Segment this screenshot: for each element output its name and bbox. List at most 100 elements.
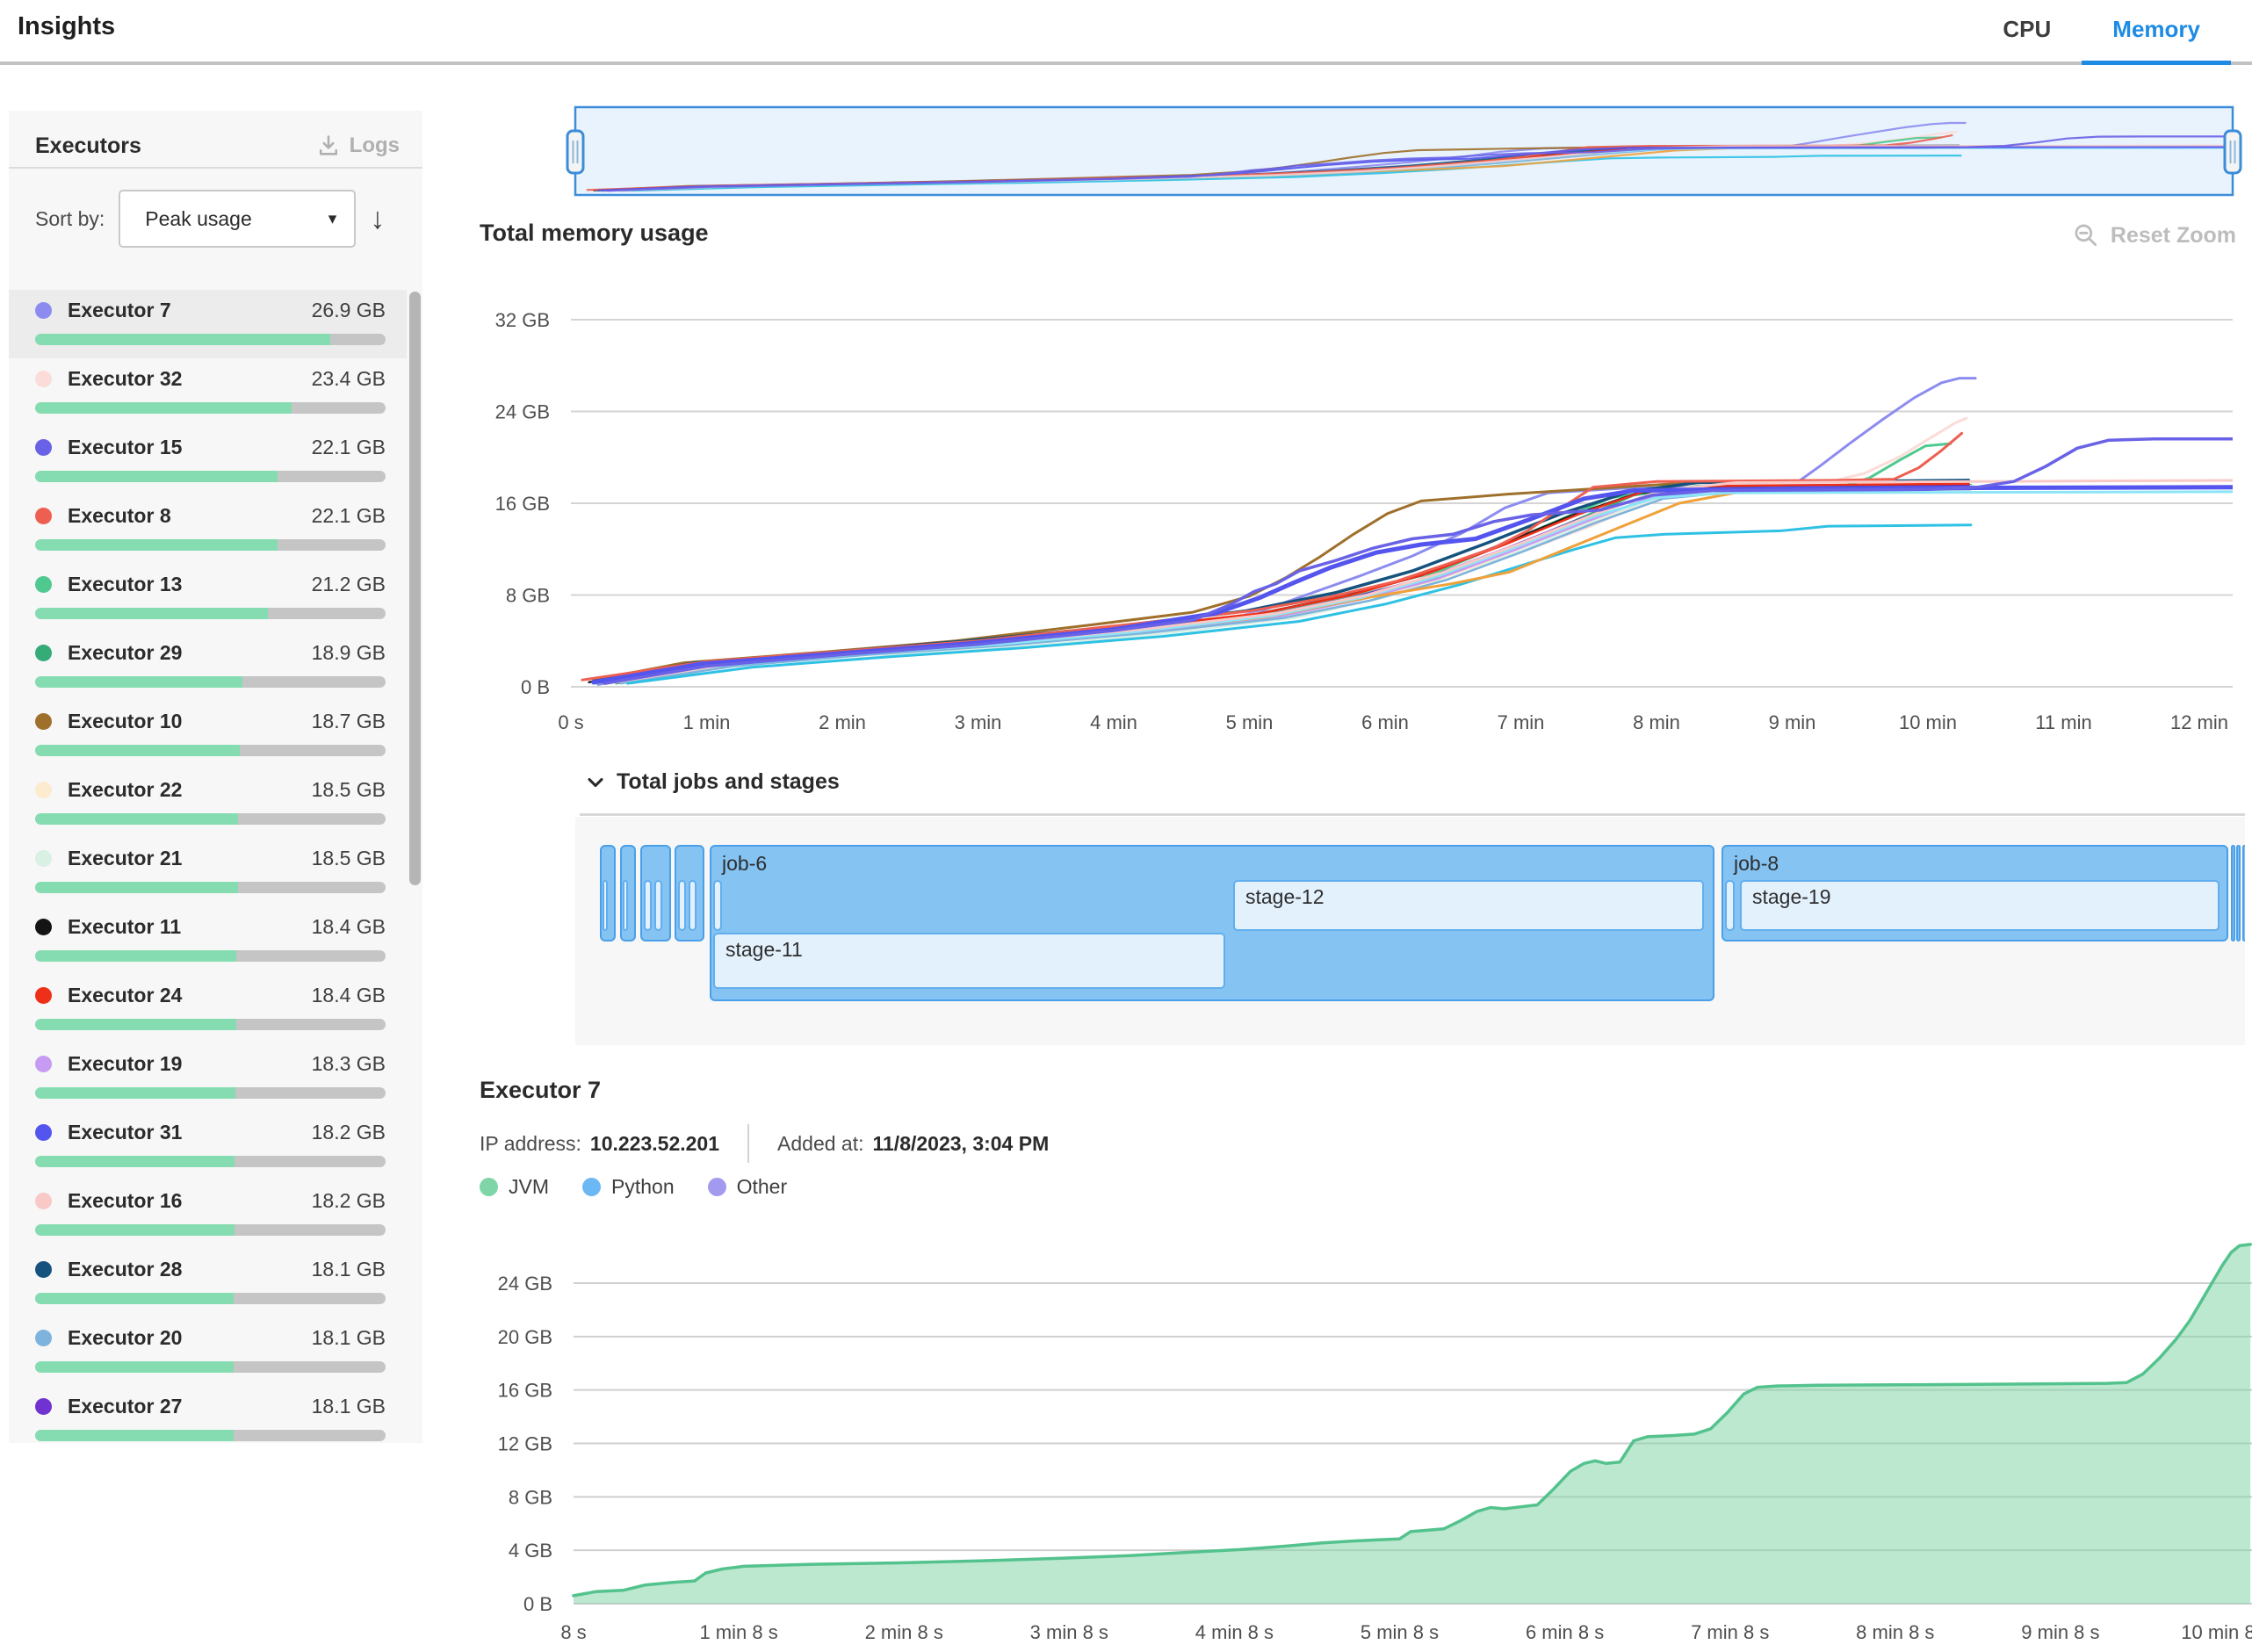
svg-text:16 GB: 16 GB: [495, 493, 550, 515]
executor-name: Executor 28: [68, 1257, 183, 1280]
jobs-divider: [580, 813, 2245, 816]
executor-list-item[interactable]: Executor 31 18.2 GB: [9, 1112, 407, 1180]
executor-peak-value: 18.1 GB: [311, 1257, 386, 1280]
executor-list-item[interactable]: Executor 22 18.5 GB: [9, 769, 407, 838]
executor-list-item[interactable]: Executor 8 22.1 GB: [9, 495, 407, 564]
executor-usage-bar-fill: [35, 471, 278, 482]
brush-handle-left[interactable]: [566, 129, 585, 175]
executor-usage-bar-fill: [35, 608, 268, 619]
executor-name: Executor 11: [68, 914, 182, 938]
svg-text:0 B: 0 B: [521, 676, 550, 698]
ip-address-label: IP address:: [480, 1131, 581, 1155]
stage-block[interactable]: [1725, 880, 1735, 931]
executor-usage-bar-fill: [35, 1361, 234, 1373]
executor-list-item[interactable]: Executor 32 23.4 GB: [9, 358, 407, 427]
executor-peak-value: 23.4 GB: [311, 366, 386, 390]
svg-text:24 GB: 24 GB: [498, 1273, 552, 1295]
executor-list-item[interactable]: Executor 16 18.2 GB: [9, 1180, 407, 1249]
executor-usage-bar: [35, 813, 386, 825]
executor-list-item[interactable]: Executor 19 18.3 GB: [9, 1043, 407, 1112]
executor-usage-bar: [35, 1156, 386, 1167]
executor-usage-bar: [35, 608, 386, 619]
executor-usage-bar-fill: [35, 1224, 235, 1236]
stage-block[interactable]: [654, 880, 662, 931]
executor-name: Executor 10: [68, 709, 183, 732]
executor-list-item[interactable]: Executor 28 18.1 GB: [9, 1249, 407, 1317]
executor-detail-title: Executor 7: [480, 1077, 602, 1103]
executor-list-item[interactable]: Executor 29 18.9 GB: [9, 632, 407, 701]
sort-dropdown[interactable]: Peak usage ▾: [119, 190, 357, 248]
executor-list-item[interactable]: Executor 24 18.4 GB: [9, 975, 407, 1043]
executors-panel-header: Executors Logs: [9, 111, 422, 167]
brush-handle-right[interactable]: [2223, 129, 2242, 175]
executor-usage-bar: [35, 745, 386, 756]
executor-color-dot: [35, 370, 52, 387]
executor-list-item[interactable]: Executor 21 18.5 GB: [9, 838, 407, 906]
executor-peak-value: 18.1 GB: [311, 1325, 386, 1349]
executor-list-item[interactable]: Executor 11 18.4 GB: [9, 906, 407, 975]
stage-block[interactable]: [713, 880, 722, 931]
executor-peak-value: 18.2 GB: [311, 1120, 386, 1143]
jobs-section-toggle[interactable]: Total jobs and stages: [583, 769, 840, 795]
executor-peak-value: 26.9 GB: [311, 298, 386, 321]
executor-usage-bar: [35, 1019, 386, 1030]
stage-block[interactable]: [678, 880, 686, 931]
executor-usage-bar: [35, 1087, 386, 1099]
stage-block-stage-12[interactable]: stage-12: [1233, 880, 1704, 931]
executor-color-dot: [35, 507, 52, 524]
stage-block[interactable]: [689, 880, 697, 931]
executor-name: Executor 20: [68, 1325, 183, 1349]
job-block[interactable]: [2236, 845, 2241, 941]
executor-memory-area-chart[interactable]: 0 B 4 GB 8 GB 12 GB 16 GB 20 GB 24 GB 8 s 1 min …: [479, 1230, 2252, 1648]
executor-usage-bar-fill: [35, 402, 292, 414]
svg-text:8 GB: 8 GB: [506, 585, 550, 607]
sidebar-divider: [9, 167, 422, 169]
stage-block[interactable]: [623, 880, 628, 931]
sort-direction-button[interactable]: ↓: [370, 202, 386, 235]
stage-block-stage-11[interactable]: stage-11: [713, 933, 1225, 989]
executor-color-dot: [35, 1123, 52, 1141]
executor-color-dot: [35, 438, 52, 456]
stage-block-stage-19[interactable]: stage-19: [1740, 880, 2220, 931]
executor-list-item[interactable]: Executor 20 18.1 GB: [9, 1317, 407, 1386]
active-tab-underline: [2082, 61, 2231, 65]
sort-row: Sort by: Peak usage ▾ ↓: [35, 188, 405, 249]
header-divider: [0, 61, 2252, 65]
executor-list-item[interactable]: Executor 27 18.1 GB: [9, 1386, 407, 1443]
scrollbar-thumb[interactable]: [409, 292, 421, 885]
executor-peak-value: 18.7 GB: [311, 709, 386, 732]
svg-text:4 min: 4 min: [1090, 711, 1137, 733]
logs-button[interactable]: Logs: [316, 133, 400, 158]
job-block[interactable]: [2231, 845, 2235, 941]
executor-color-dot: [35, 781, 52, 798]
job-block[interactable]: [2242, 845, 2245, 941]
executor-peak-value: 21.2 GB: [311, 572, 386, 595]
executor-list-item[interactable]: Executor 13 21.2 GB: [9, 564, 407, 632]
tab-cpu[interactable]: CPU: [1972, 0, 2082, 65]
executor-list-item[interactable]: Executor 15 22.1 GB: [9, 427, 407, 495]
executor-usage-bar: [35, 539, 386, 551]
tab-memory[interactable]: Memory: [2082, 0, 2231, 65]
reset-zoom-label: Reset Zoom: [2110, 222, 2236, 248]
svg-text:32 GB: 32 GB: [495, 309, 550, 331]
executor-usage-bar-fill: [35, 882, 238, 893]
zoom-brush-chart[interactable]: [479, 95, 2252, 211]
legend-dot: [480, 1178, 498, 1196]
stage-block[interactable]: [603, 880, 608, 931]
executor-peak-value: 22.1 GB: [311, 435, 386, 458]
executor-name: Executor 22: [68, 777, 183, 801]
executors-title: Executors: [35, 133, 141, 158]
stage-block[interactable]: [644, 880, 652, 931]
executor-peak-value: 18.5 GB: [311, 846, 386, 869]
executor-name: Executor 27: [68, 1394, 183, 1418]
executor-list-item[interactable]: Executor 10 18.7 GB: [9, 701, 407, 769]
executor-list-item[interactable]: Executor 7 26.9 GB: [9, 290, 407, 358]
stage-label: stage-19: [1752, 885, 1831, 908]
svg-text:9 min 8 s: 9 min 8 s: [2021, 1621, 2099, 1643]
executor-color-dot: [35, 918, 52, 935]
total-memory-chart[interactable]: 0 B 8 GB 16 GB 24 GB 32 GB 0 s 1 min 2 min 3 min…: [479, 290, 2252, 747]
reset-zoom-button[interactable]: Reset Zoom: [2072, 221, 2236, 249]
added-at-value: 11/8/2023, 3:04 PM: [872, 1131, 1050, 1155]
executor-name: Executor 16: [68, 1188, 183, 1212]
zoom-out-icon: [2075, 224, 2097, 247]
